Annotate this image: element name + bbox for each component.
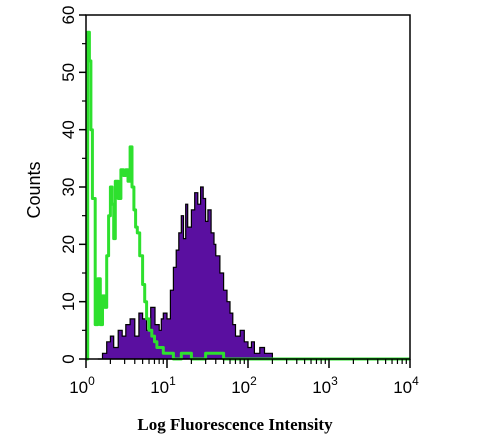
series-0-filled-histogram [97, 186, 273, 360]
x-tick-label-1: 101 [150, 374, 176, 397]
x-tick-base-4: 10 [393, 378, 412, 397]
y-tick-label-5: 50 [59, 63, 78, 82]
y-tick-label-6: 60 [59, 6, 78, 25]
x-tick-exponent-0: 0 [88, 374, 95, 388]
x-tick-exponent-4: 4 [412, 374, 419, 388]
y-tick-label-4: 40 [59, 120, 78, 139]
x-tick-label-3: 103 [312, 374, 338, 397]
y-axis-title: Counts [24, 161, 44, 218]
x-tick-base-2: 10 [231, 378, 250, 397]
series-1-line-histogram [86, 30, 410, 361]
y-tick-label-1: 10 [59, 292, 78, 311]
x-tick-label-2: 102 [231, 374, 257, 397]
x-tick-exponent-1: 1 [169, 374, 176, 388]
x-tick-exponent-2: 2 [250, 374, 257, 388]
y-tick-label-3: 30 [59, 178, 78, 197]
x-tick-base-0: 10 [69, 378, 88, 397]
x-tick-label-4: 104 [393, 374, 419, 397]
y-tick-label-0: 0 [59, 354, 78, 363]
x-tick-base-1: 10 [150, 378, 169, 397]
y-tick-label-2: 20 [59, 235, 78, 254]
x-tick-base-3: 10 [312, 378, 331, 397]
x-axis-title: Log Fluorescence Intensity [137, 415, 333, 434]
x-tick-exponent-3: 3 [331, 374, 338, 388]
plot-area [86, 30, 410, 361]
x-tick-label-0: 100 [69, 374, 95, 397]
